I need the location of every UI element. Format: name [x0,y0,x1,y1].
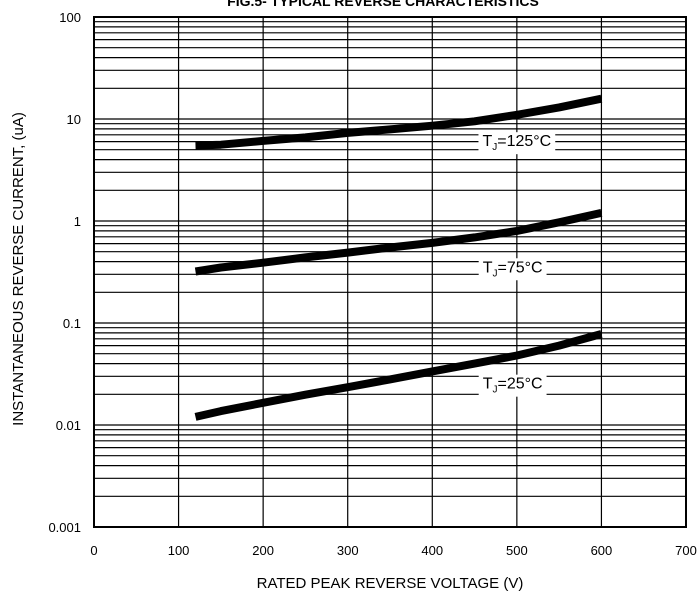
series-label: TJ=25°C [483,376,543,396]
y-tick-label: 100 [59,10,81,25]
series-line [195,94,603,150]
series-label: TJ=75°C [483,259,543,279]
x-axis-label: RATED PEAK REVERSE VOLTAGE (V) [257,575,524,592]
series-label-background [478,374,547,397]
series-label-background [478,258,547,281]
x-tick-label: 200 [252,543,274,558]
series-line [194,330,603,421]
grid [93,17,687,528]
y-tick-label: 10 [67,112,81,127]
plot-frame [93,16,687,528]
series-line [194,208,603,276]
x-tick-label: 100 [168,543,190,558]
x-tick-label: 0 [90,543,97,558]
y-tick-label: 0.001 [48,520,81,535]
curves [194,94,603,421]
x-tick-label: 400 [421,543,443,558]
y-axis-label: INSTANTANEOUS REVERSE CURRENT, (uA) [10,112,27,426]
curve-labels: TJ=125°C TJ=75°C TJ=25°C [478,132,556,397]
chart-title: FIG.5- TYPICAL REVERSE CHARACTERISTICS [227,0,539,9]
y-tick-label: 0.01 [56,418,81,433]
series-label-background [478,132,556,155]
x-tick-label: 600 [591,543,613,558]
x-tick-label: 300 [337,543,359,558]
x-tick-label: 700 [675,543,697,558]
y-tick-label: 0.1 [63,316,81,331]
x-tick-label: 500 [506,543,528,558]
tick-labels: 0 100 200 300 400 500 600 700 0.001 0.01 0.1 1 10 100 [48,10,696,558]
y-tick-label: 1 [74,214,81,229]
series-label: TJ=125°C [482,133,551,153]
